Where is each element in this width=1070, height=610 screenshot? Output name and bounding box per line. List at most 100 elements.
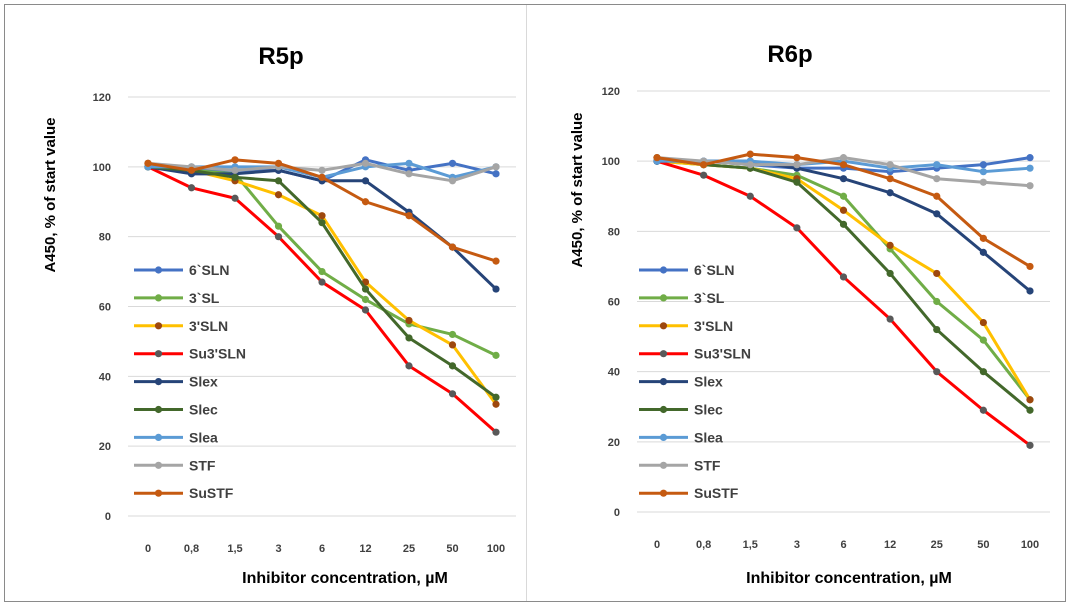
data-point bbox=[886, 161, 894, 169]
data-point bbox=[653, 154, 661, 162]
data-point bbox=[274, 222, 283, 230]
data-point bbox=[700, 171, 708, 179]
legend-swatch-marker bbox=[154, 322, 163, 330]
data-point bbox=[361, 159, 370, 167]
data-point bbox=[405, 159, 413, 167]
chart-panel-r5p: R5p 0 20 40 60 80 100 120 0 0,8 1,5 3 6 12 25 50 100 Inhi… bbox=[5, 5, 526, 601]
legend-label: 6`SLN bbox=[189, 262, 229, 278]
data-point bbox=[448, 177, 457, 185]
legend-label: Slex bbox=[694, 374, 723, 390]
data-point bbox=[361, 177, 370, 185]
legend-swatch-marker bbox=[659, 294, 668, 302]
legend-label: SuSTF bbox=[694, 485, 739, 501]
data-point bbox=[318, 219, 326, 227]
data-point bbox=[839, 154, 848, 162]
data-point bbox=[274, 177, 283, 185]
data-point bbox=[979, 161, 987, 169]
data-point bbox=[839, 273, 848, 281]
legend-label: 3`SL bbox=[189, 290, 220, 306]
data-point bbox=[492, 400, 500, 408]
legend-swatch-marker bbox=[154, 350, 163, 358]
x-tick-label: 0,8 bbox=[696, 539, 711, 551]
data-point bbox=[1026, 154, 1034, 162]
y-axis-label: A450, % of start value bbox=[42, 117, 59, 272]
data-point bbox=[274, 159, 283, 167]
data-point bbox=[700, 161, 708, 169]
data-point bbox=[361, 306, 370, 314]
x-tick-label: 12 bbox=[359, 543, 371, 555]
y-tick-label: 100 bbox=[602, 156, 620, 168]
data-point bbox=[361, 295, 370, 304]
data-point bbox=[405, 212, 413, 220]
legend-swatch-marker bbox=[659, 322, 668, 330]
data-point bbox=[492, 351, 500, 359]
data-point bbox=[933, 297, 941, 306]
data-point bbox=[746, 150, 754, 158]
y-tick-label: 20 bbox=[608, 437, 620, 449]
legend-swatch-marker bbox=[154, 266, 163, 274]
y-tick-label: 120 bbox=[93, 92, 111, 104]
data-point bbox=[839, 220, 848, 228]
data-point bbox=[979, 178, 987, 186]
chart-r5p: R5p 0 20 40 60 80 100 120 0 0,8 1,5 3 6 12 25 50 100 Inhi… bbox=[42, 43, 516, 587]
data-point bbox=[405, 316, 413, 325]
legend-swatch-marker bbox=[659, 405, 668, 414]
legend-label: STF bbox=[694, 457, 721, 473]
legend-item: Slea bbox=[134, 429, 218, 445]
legend-swatch-marker bbox=[154, 461, 163, 469]
data-point bbox=[318, 278, 326, 286]
data-point bbox=[979, 406, 987, 414]
legend-label: Slex bbox=[189, 374, 218, 390]
data-point bbox=[979, 234, 987, 242]
series bbox=[144, 163, 500, 401]
figure: R5p 0 20 40 60 80 100 120 0 0,8 1,5 3 6 12 25 50 100 Inhi… bbox=[4, 4, 1066, 602]
legend-label: SuSTF bbox=[189, 485, 234, 501]
data-point bbox=[933, 210, 941, 218]
data-point bbox=[405, 362, 413, 370]
y-tick-labels: 0 20 40 60 80 100 120 bbox=[602, 86, 620, 519]
data-point bbox=[886, 315, 894, 323]
y-tick-label: 60 bbox=[99, 302, 111, 314]
data-point bbox=[839, 175, 848, 183]
legend: 6`SLN 3`SL 3'SLN Su3'SLN Slex Slec Slea STF SuST… bbox=[134, 262, 246, 501]
y-tick-label: 120 bbox=[602, 86, 620, 98]
legend-swatch-marker bbox=[659, 378, 668, 386]
legend-label: STF bbox=[189, 457, 216, 473]
legend-item: Su3'SLN bbox=[134, 346, 246, 362]
y-tick-label: 60 bbox=[608, 297, 620, 309]
legend-swatch-marker bbox=[154, 294, 163, 302]
data-point bbox=[886, 175, 894, 183]
x-axis-label: Inhibitor concentration, µM bbox=[242, 570, 448, 587]
legend-item: Slex bbox=[134, 374, 218, 390]
legend-item: Slec bbox=[134, 402, 218, 418]
data-point bbox=[1026, 182, 1034, 190]
data-point bbox=[231, 166, 239, 174]
panel-divider bbox=[526, 5, 527, 601]
data-point bbox=[1026, 441, 1034, 449]
data-point bbox=[231, 173, 239, 181]
legend-item: Su3'SLN bbox=[639, 346, 751, 362]
x-tick-label: 12 bbox=[884, 539, 896, 551]
legend-label: Slec bbox=[189, 402, 218, 418]
data-point bbox=[746, 161, 754, 169]
x-tick-label: 3 bbox=[794, 539, 800, 551]
x-tick-label: 25 bbox=[403, 543, 415, 555]
data-point bbox=[1026, 164, 1034, 172]
data-point bbox=[231, 156, 239, 164]
data-point bbox=[793, 224, 801, 232]
data-point bbox=[448, 243, 457, 251]
legend-swatch-marker bbox=[659, 433, 668, 441]
data-point bbox=[405, 170, 413, 178]
y-tick-label: 0 bbox=[614, 507, 620, 519]
data-point bbox=[144, 159, 152, 167]
data-point bbox=[405, 334, 413, 342]
data-point bbox=[492, 428, 500, 436]
y-tick-label: 20 bbox=[99, 441, 111, 453]
gridlines bbox=[128, 96, 516, 517]
legend-swatch-marker bbox=[154, 489, 163, 497]
data-point bbox=[793, 154, 801, 162]
x-tick-label: 50 bbox=[977, 539, 989, 551]
x-tick-label: 100 bbox=[487, 543, 505, 555]
legend-swatch-marker bbox=[154, 405, 163, 414]
data-point bbox=[979, 318, 987, 327]
